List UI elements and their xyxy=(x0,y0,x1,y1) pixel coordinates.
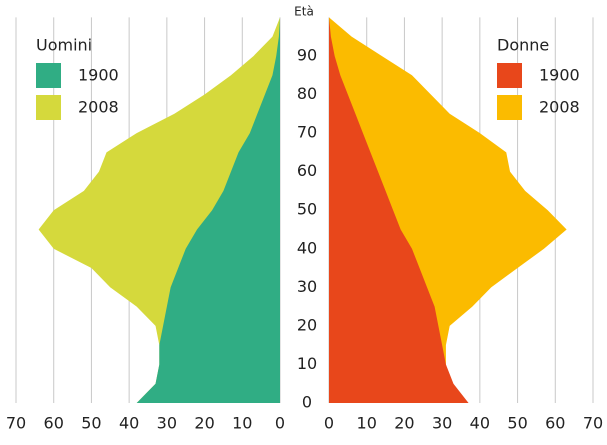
y-tick-label: 50 xyxy=(297,200,317,219)
legend-swatch xyxy=(36,95,61,120)
y-tick-label: 0 xyxy=(302,393,312,412)
legend-label: 1900 xyxy=(539,66,580,85)
x-tick-label: 60 xyxy=(545,414,565,433)
x-tick-label: 40 xyxy=(119,414,139,433)
x-tick-label: 70 xyxy=(583,414,603,433)
x-tick-label: 40 xyxy=(470,414,490,433)
legend-title: Donne xyxy=(497,36,549,55)
area xyxy=(136,17,280,404)
legend-swatch xyxy=(36,63,61,88)
legend-label: 2008 xyxy=(78,98,119,117)
x-tick-label: 50 xyxy=(81,414,101,433)
x-tick-label: 20 xyxy=(394,414,414,433)
y-tick-label: 60 xyxy=(297,161,317,180)
x-tick-label: 50 xyxy=(507,414,527,433)
y-tick-label: 20 xyxy=(297,315,317,334)
legend-label: 2008 xyxy=(539,98,580,117)
x-tick-label: 10 xyxy=(232,414,252,433)
y-tick-label: 30 xyxy=(297,277,317,296)
y-axis-label: Età xyxy=(294,5,314,19)
area xyxy=(329,17,469,404)
x-tick-label: 10 xyxy=(357,414,377,433)
y-tick-label: 70 xyxy=(297,123,317,142)
y-tick-label: 80 xyxy=(297,84,317,103)
legend-label: 1900 xyxy=(78,66,119,85)
y-tick-label: 10 xyxy=(297,354,317,373)
x-tick-label: 30 xyxy=(157,414,177,433)
legend-swatch xyxy=(497,95,522,120)
x-tick-label: 0 xyxy=(324,414,334,433)
x-tick-label: 20 xyxy=(194,414,214,433)
x-tick-label: 60 xyxy=(44,414,64,433)
x-tick-label: 70 xyxy=(6,414,26,433)
x-tick-label: 0 xyxy=(275,414,285,433)
legend-swatch xyxy=(497,63,522,88)
y-tick-label: 90 xyxy=(297,45,317,64)
x-tick-label: 30 xyxy=(432,414,452,433)
y-tick-label: 40 xyxy=(297,238,317,257)
legend-title: Uomini xyxy=(36,36,92,55)
